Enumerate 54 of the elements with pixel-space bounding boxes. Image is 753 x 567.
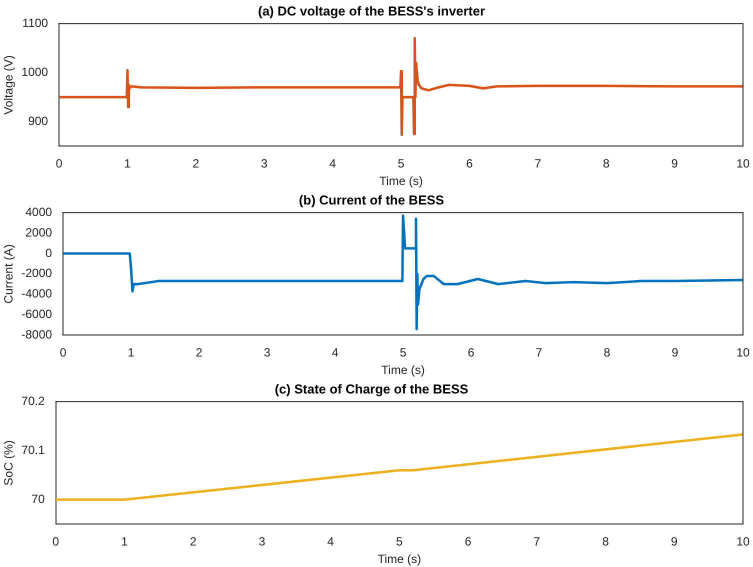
y-tick-label: 70.2 bbox=[21, 394, 46, 408]
x-tick-label: 4 bbox=[329, 156, 336, 171]
y-axis-title: Voltage (V) bbox=[2, 55, 16, 115]
x-tick-label: 8 bbox=[604, 346, 611, 360]
x-tick-label: 1 bbox=[121, 534, 128, 549]
x-tick-label: 5 bbox=[396, 534, 404, 549]
x-tick-label: 3 bbox=[258, 534, 266, 549]
y-tick-label: 1000 bbox=[21, 64, 48, 79]
x-tick-label: 8 bbox=[602, 156, 610, 171]
x-tick-label: 4 bbox=[327, 534, 334, 549]
y-tick-label: -2000 bbox=[21, 266, 52, 280]
x-tick-label: 9 bbox=[672, 346, 679, 360]
x-tick-label: 9 bbox=[670, 534, 678, 549]
x-tick-label: 6 bbox=[466, 156, 474, 171]
x-tick-label: 10 bbox=[736, 156, 750, 171]
y-tick-label: -8000 bbox=[21, 328, 52, 342]
x-axis-title: Time (s) bbox=[379, 174, 423, 188]
y-tick-label: 4000 bbox=[25, 204, 52, 219]
x-tick-label: 6 bbox=[468, 346, 475, 360]
y-tick-label: 0 bbox=[45, 246, 52, 260]
x-tick-label: 10 bbox=[736, 534, 750, 549]
y-tick-label: 70 bbox=[31, 492, 46, 506]
chart-title: (b) Current of the BESS bbox=[298, 192, 444, 208]
x-tick-label: 7 bbox=[534, 156, 542, 171]
y-tick-label: 1100 bbox=[22, 16, 48, 30]
x-tick-label: 3 bbox=[264, 346, 271, 360]
x-tick-label: 4 bbox=[332, 346, 339, 360]
x-tick-label: 2 bbox=[196, 346, 203, 360]
x-tick-label: 8 bbox=[602, 534, 610, 549]
x-tick-label: 1 bbox=[124, 156, 132, 171]
x-axis-title: Time (s) bbox=[381, 363, 425, 378]
x-tick-label: 9 bbox=[671, 156, 678, 171]
x-tick-label: 5 bbox=[400, 346, 407, 360]
x-tick-label: 0 bbox=[60, 346, 67, 360]
x-tick-label: 2 bbox=[190, 534, 197, 549]
y-tick-label: 2000 bbox=[25, 225, 52, 240]
x-tick-label: 10 bbox=[736, 346, 750, 360]
x-tick-label: 6 bbox=[464, 534, 472, 549]
x-tick-label: 3 bbox=[260, 156, 268, 171]
y-axis-title: SoC (%) bbox=[2, 440, 16, 486]
x-tick-label: 5 bbox=[398, 156, 405, 171]
x-tick-label: 2 bbox=[192, 156, 200, 171]
x-tick-label: 7 bbox=[536, 346, 543, 360]
y-axis-title: Current (A) bbox=[2, 244, 16, 304]
y-tick-label: 900 bbox=[28, 114, 48, 128]
x-tick-label: 7 bbox=[533, 534, 540, 549]
x-tick-label: 0 bbox=[56, 156, 63, 171]
y-tick-label: -4000 bbox=[21, 286, 52, 301]
x-axis-title: Time (s) bbox=[378, 552, 422, 566]
x-tick-label: 1 bbox=[128, 346, 135, 360]
chart-title: (a) DC voltage of the BESS's inverter bbox=[258, 3, 486, 18]
chart-title: (c) State of Charge of the BESS bbox=[274, 381, 469, 396]
y-tick-label: -6000 bbox=[21, 307, 52, 322]
y-tick-label: 70.1 bbox=[21, 442, 46, 457]
